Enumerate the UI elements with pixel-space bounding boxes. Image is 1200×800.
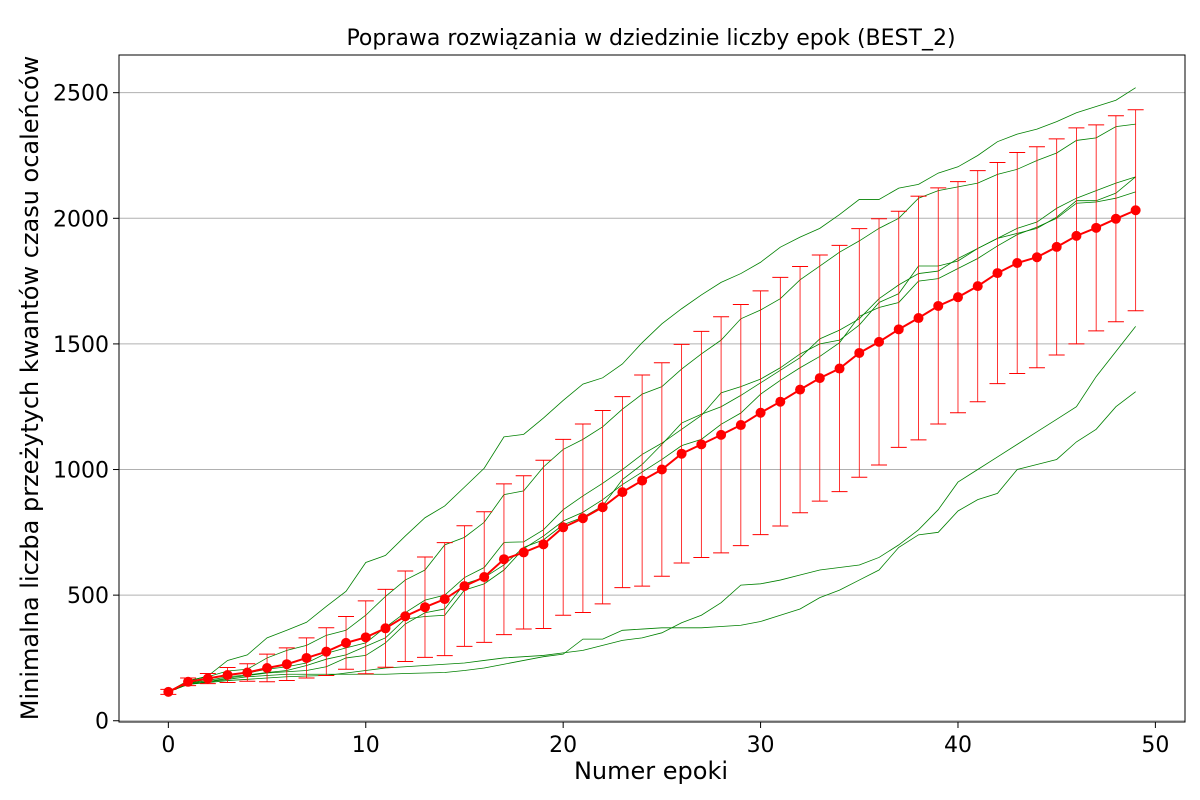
mean-point (972, 281, 983, 292)
mean-point (479, 572, 490, 583)
mean-point (558, 522, 569, 533)
mean-point (716, 429, 727, 440)
y-tick-label: 2500 (53, 82, 109, 107)
mean-point (459, 581, 470, 592)
mean-point (183, 676, 194, 687)
mean-point (913, 313, 924, 324)
mean-point (242, 667, 253, 678)
mean-point (163, 686, 174, 697)
mean-point (1130, 205, 1141, 216)
mean-point (1110, 213, 1121, 224)
mean-point (637, 475, 648, 486)
mean-point (400, 611, 411, 622)
mean-point (538, 539, 549, 550)
run-line (168, 87, 1136, 693)
mean-point (597, 502, 608, 513)
mean-point (755, 407, 766, 418)
mean-point (814, 373, 825, 384)
mean-point (893, 324, 904, 335)
mean-point (281, 659, 292, 670)
y-tick-label: 500 (67, 584, 109, 609)
x-tick-label: 10 (352, 733, 380, 758)
mean-point (775, 396, 786, 407)
mean-point (439, 594, 450, 605)
x-tick-label: 40 (944, 733, 972, 758)
mean-point (854, 347, 865, 358)
y-tick-label: 2000 (53, 207, 109, 232)
y-tick-label: 1500 (53, 333, 109, 358)
run-lines (168, 87, 1136, 693)
mean-point (992, 268, 1003, 279)
mean-line-path (167, 209, 1137, 693)
mean-point (952, 292, 963, 303)
run-line (168, 176, 1136, 693)
x-tick-label: 0 (161, 733, 175, 758)
plot-frame (118, 54, 1186, 723)
mean-point (1012, 258, 1023, 269)
run-line (168, 191, 1136, 693)
mean-point (577, 513, 588, 524)
run-line (168, 176, 1136, 693)
mean-point (341, 637, 352, 648)
mean-point (419, 602, 430, 613)
chart-title: Poprawa rozwiązania w dziedzinie liczby … (346, 26, 955, 51)
y-axis-label: Minimalna liczba przeżytych kwantów czas… (16, 56, 44, 721)
mean-point (834, 363, 845, 374)
mean-point (1091, 222, 1102, 233)
x-axis-ticks: 0 10 20 30 40 50 (161, 722, 1169, 758)
error-bars (160, 109, 1144, 695)
mean-point (656, 464, 667, 475)
mean-point (360, 632, 371, 643)
mean-point (380, 623, 391, 634)
mean-point (202, 673, 213, 684)
mean-point (518, 547, 529, 558)
mean-line (163, 205, 1141, 697)
y-axis-ticks: 0 500 1000 1500 2000 2500 (53, 82, 119, 735)
mean-point (696, 439, 707, 450)
mean-point (262, 662, 273, 673)
run-line (168, 326, 1136, 693)
mean-point (874, 336, 885, 347)
mean-point (301, 652, 312, 663)
y-tick-label: 1000 (53, 459, 109, 484)
mean-point (735, 420, 746, 431)
mean-point (321, 646, 332, 657)
x-tick-label: 30 (747, 733, 775, 758)
run-line (168, 123, 1136, 693)
x-axis-label: Numer epoki (574, 757, 728, 785)
y-tick-label: 0 (95, 710, 109, 735)
mean-point (795, 384, 806, 395)
mean-point (1031, 252, 1042, 263)
x-tick-label: 20 (549, 733, 577, 758)
mean-point (1051, 241, 1062, 252)
run-line (168, 391, 1136, 693)
x-tick-label: 50 (1141, 733, 1169, 758)
mean-point (617, 487, 628, 498)
mean-point (1071, 230, 1082, 241)
grid-lines (119, 92, 1185, 722)
mean-point (222, 670, 233, 681)
mean-point (676, 448, 687, 459)
mean-point (933, 300, 944, 311)
mean-point (498, 554, 509, 565)
